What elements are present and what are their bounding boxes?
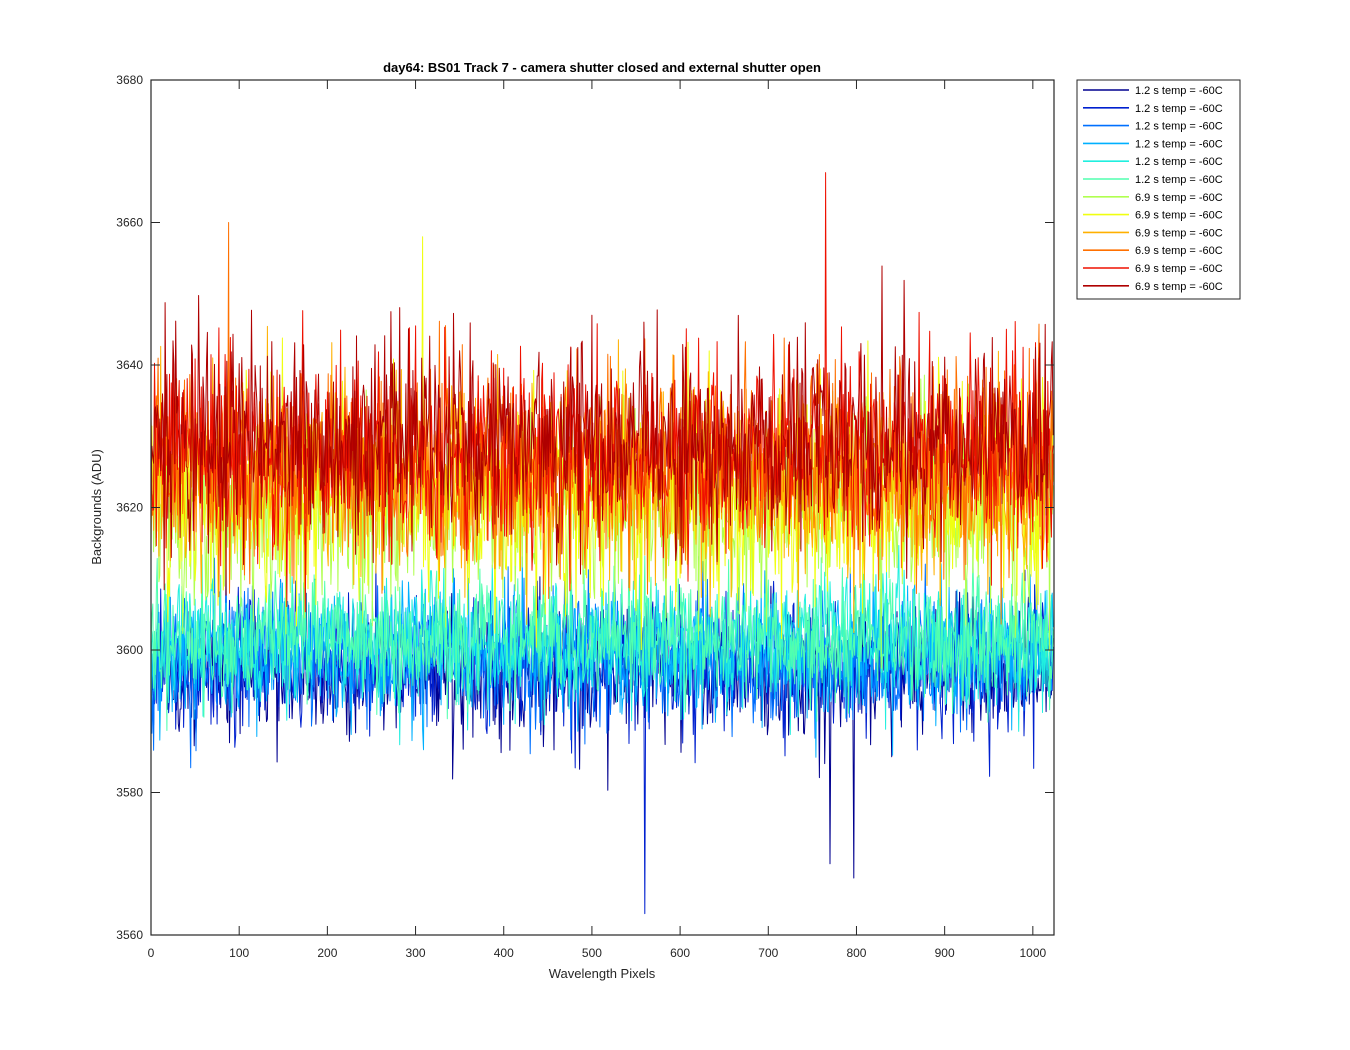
chart-title: day64: BS01 Track 7 - camera shutter clo… (383, 60, 821, 75)
legend-box (1076, 79, 1241, 300)
x-tick-label: 800 (846, 946, 866, 960)
y-axis-label: Backgrounds (ADU) (89, 449, 104, 565)
legend-label: 6.9 s temp = -60C (1135, 192, 1223, 204)
x-tick-label: 700 (758, 946, 778, 960)
x-tick-label: 300 (406, 946, 426, 960)
legend: 1.2 s temp = -60C 1.2 s temp = -60C 1.2 s … (1076, 79, 1241, 300)
plot-area (150, 79, 1055, 936)
x-tick-label: 1000 (1019, 946, 1046, 960)
x-axis-label: Wavelength Pixels (549, 966, 656, 981)
legend-label: 6.9 s temp = -60C (1135, 245, 1223, 257)
legend-label: 1.2 s temp = -60C (1135, 138, 1223, 150)
y-tick-label: 3600 (116, 643, 143, 657)
y-tick-label: 3580 (116, 786, 143, 800)
y-tick-label: 3560 (116, 928, 143, 942)
legend-label: 1.2 s temp = -60C (1135, 121, 1223, 133)
y-tick-labels: 3560 3580 3600 3620 3640 3660 3680 (116, 73, 143, 942)
legend-entries: 1.2 s temp = -60C 1.2 s temp = -60C 1.2 s … (1083, 85, 1223, 293)
legend-label: 1.2 s temp = -60C (1135, 174, 1223, 186)
x-tick-label: 200 (317, 946, 337, 960)
y-tick-label: 3660 (116, 216, 143, 230)
series-line-12 (150, 265, 1054, 596)
x-tick-label: 400 (494, 946, 514, 960)
y-tick-label: 3620 (116, 501, 143, 515)
legend-label: 6.9 s temp = -60C (1135, 210, 1223, 222)
x-tick-labels: 0 100 200 300 400 500 600 700 800 900 1000 (148, 946, 1047, 960)
legend-label: 1.2 s temp = -60C (1135, 85, 1223, 97)
x-tick-label: 900 (935, 946, 955, 960)
x-tick-label: 500 (582, 946, 602, 960)
axis-ticks (150, 79, 1054, 936)
legend-label: 6.9 s temp = -60C (1135, 263, 1223, 275)
series-line-6 (150, 542, 1054, 731)
legend-label: 1.2 s temp = -60C (1135, 156, 1223, 168)
x-tick-label: 0 (148, 946, 155, 960)
y-tick-label: 3680 (116, 73, 143, 87)
x-tick-label: 100 (229, 946, 249, 960)
x-tick-label: 600 (670, 946, 690, 960)
legend-label: 6.9 s temp = -60C (1135, 227, 1223, 239)
series-layer (150, 172, 1054, 915)
legend-label: 1.2 s temp = -60C (1135, 103, 1223, 115)
y-tick-label: 3640 (116, 358, 143, 372)
legend-label: 6.9 s temp = -60C (1135, 281, 1223, 293)
